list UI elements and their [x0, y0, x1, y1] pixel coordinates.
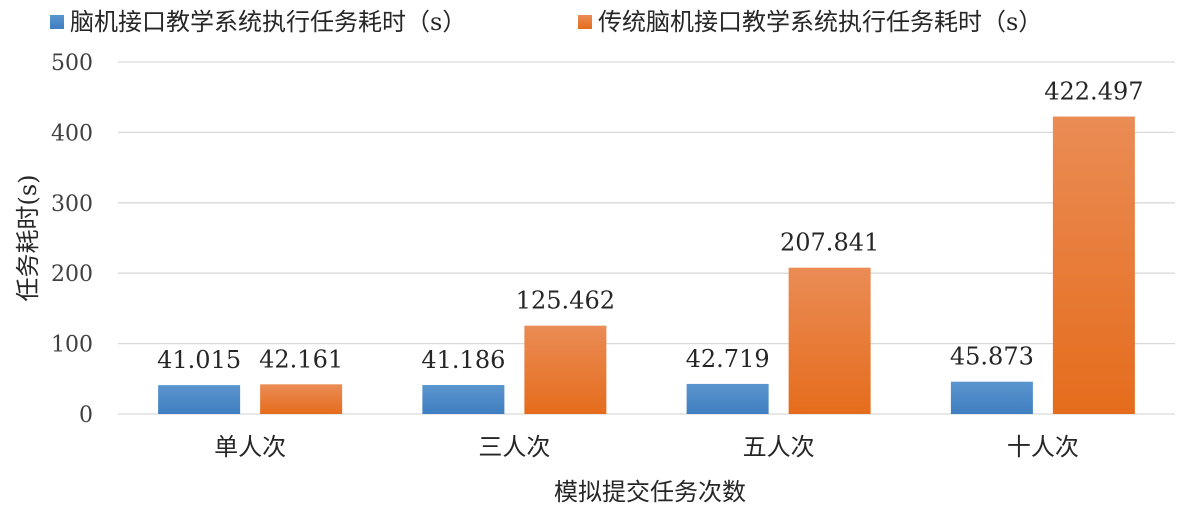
x-tick-label: 十人次 [1007, 433, 1079, 461]
legend-item-series-2: 传统脑机接口教学系统执行任务耗时（s） [578, 8, 1042, 36]
data-label-series-1: 41.186 [421, 346, 505, 374]
bars [158, 116, 1135, 415]
y-tick-label: 0 [79, 403, 93, 428]
data-label-series-2: 422.497 [1044, 78, 1143, 106]
x-tick-label: 单人次 [214, 433, 286, 461]
legend-item-series-1: 脑机接口教学系统执行任务耗时（s） [50, 8, 466, 36]
legend-swatch-series-1 [50, 15, 64, 29]
y-tick-label: 200 [51, 262, 93, 287]
y-tick-label: 500 [51, 51, 93, 76]
data-labels: 41.015 42.161 41.186 125.462 42.719 207.841 45… [157, 78, 1143, 375]
y-axis-title: 任务耗时(s) [14, 174, 42, 301]
data-label-series-2: 207.841 [780, 229, 879, 257]
y-tick-label: 300 [51, 192, 93, 217]
bar-series-2 [524, 325, 607, 414]
legend: 脑机接口教学系统执行任务耗时（s） 传统脑机接口教学系统执行任务耗时（s） [50, 8, 1042, 36]
data-label-series-1: 42.719 [686, 345, 770, 373]
y-tick-label: 100 [51, 333, 93, 358]
x-axis-title: 模拟提交任务次数 [554, 478, 746, 506]
legend-swatch-series-2 [578, 15, 592, 29]
x-axis-ticks: 单人次 三人次 五人次 十人次 [214, 433, 1079, 461]
bar-series-1 [422, 385, 505, 414]
data-label-series-1: 45.873 [950, 343, 1034, 371]
bar-series-1 [950, 381, 1033, 414]
x-tick-label: 三人次 [478, 433, 550, 461]
x-tick-label: 五人次 [743, 433, 815, 461]
bar-series-2 [788, 267, 871, 414]
y-tick-label: 400 [51, 121, 93, 146]
data-label-series-2: 125.462 [516, 287, 615, 315]
bar-series-1 [686, 383, 769, 414]
data-label-series-2: 42.161 [259, 345, 343, 373]
data-label-series-1: 41.015 [157, 346, 241, 374]
legend-label-series-1: 脑机接口教学系统执行任务耗时（s） [70, 8, 466, 36]
bar-series-2 [260, 384, 343, 414]
y-axis-ticks: 0 100 200 300 400 500 [51, 51, 93, 428]
bar-series-1 [158, 385, 241, 414]
legend-label-series-2: 传统脑机接口教学系统执行任务耗时（s） [598, 8, 1042, 36]
bar-series-2 [1052, 116, 1135, 415]
